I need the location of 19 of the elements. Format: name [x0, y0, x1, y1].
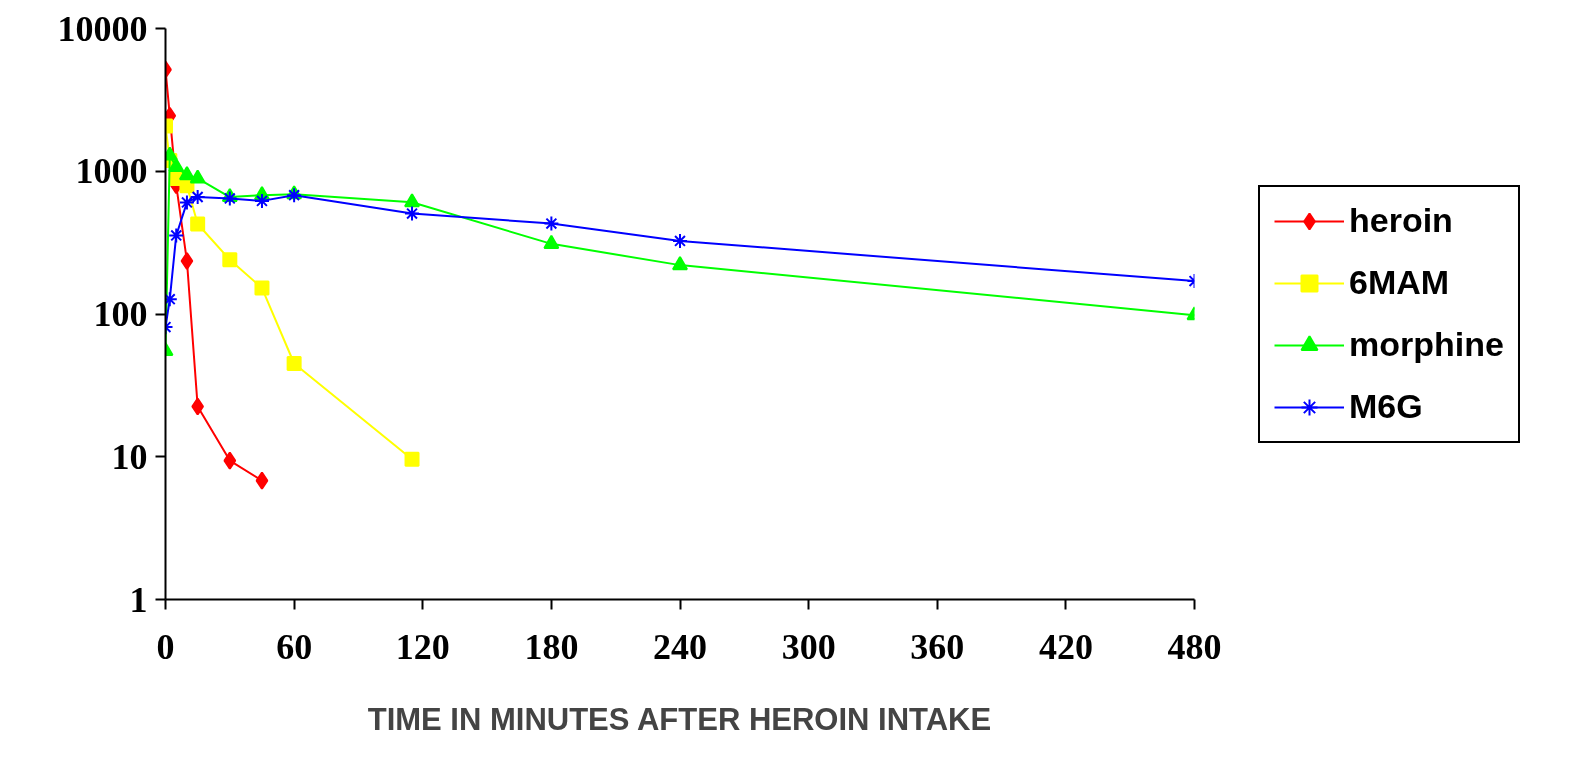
x-tick-label: 180	[524, 626, 579, 667]
y-tick-label: 10000	[57, 8, 148, 49]
x-tick-label: 300	[781, 626, 836, 667]
x-tick-label: 60	[276, 626, 313, 667]
x-tick-label: 120	[395, 626, 450, 667]
legend-label: M6G	[1349, 386, 1423, 427]
x-tick-label: 480	[1167, 626, 1222, 667]
x-tick-label: 0	[156, 626, 175, 667]
x-tick-label: 360	[910, 626, 965, 667]
legend-label: 6MAM	[1349, 262, 1450, 303]
y-tick-label: 1	[129, 579, 148, 620]
x-tick-label: 420	[1038, 626, 1093, 667]
x-axis-title: TIME IN MINUTES AFTER HEROIN INTAKE	[367, 701, 992, 737]
y-tick-label: 10	[111, 436, 148, 477]
legend-label: morphine	[1349, 324, 1504, 365]
y-tick-label: 1000	[75, 151, 148, 192]
x-tick-label: 240	[653, 626, 707, 667]
legend-label: heroin	[1349, 200, 1453, 241]
y-tick-label: 100	[93, 294, 148, 334]
